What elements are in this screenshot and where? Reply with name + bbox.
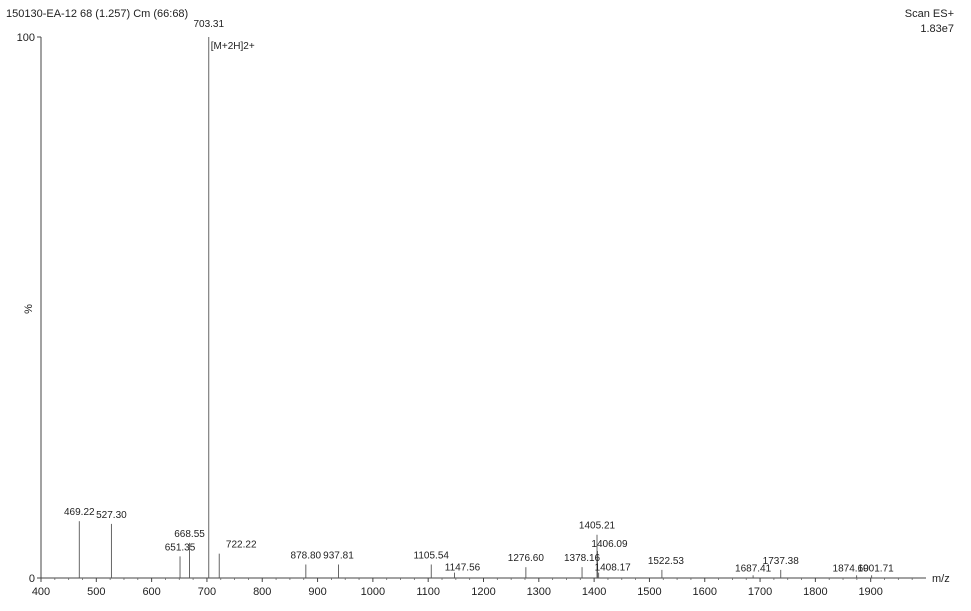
- x-tick-label: 1600: [693, 586, 717, 598]
- x-tick-label: 1200: [471, 586, 495, 598]
- peak-label: 1276.60: [508, 553, 545, 564]
- peak-label: 1901.71: [858, 563, 895, 574]
- x-tick-label: 1100: [416, 586, 440, 598]
- peak-label: 1687.41: [735, 563, 772, 574]
- x-tick-label: 1300: [527, 586, 551, 598]
- x-tick-label: 700: [198, 586, 216, 598]
- x-tick-label: 1400: [582, 586, 606, 598]
- peak-label: 1874.60: [833, 563, 870, 574]
- peak-label: 469.22: [64, 507, 95, 518]
- scan-mode-label: Scan ES+: [905, 8, 954, 20]
- x-tick-label: 1500: [637, 586, 661, 598]
- peak-label: 651.35: [165, 542, 196, 553]
- peak-label: 1522.53: [648, 556, 685, 567]
- peak-label: 1406.09: [591, 539, 628, 550]
- y-tick-label: 100: [17, 32, 35, 44]
- peak-label: 722.22: [226, 540, 257, 551]
- base-peak-annotation: [M+2H]2+: [211, 41, 255, 52]
- y-axis-label: %: [23, 304, 35, 314]
- x-tick-label: 600: [142, 586, 160, 598]
- peak-label: 1405.21: [579, 521, 616, 532]
- peak-label: 668.55: [174, 529, 205, 540]
- x-tick-label: 400: [32, 586, 50, 598]
- x-tick-label: 1000: [361, 586, 385, 598]
- peak-label: 1408.17: [595, 563, 632, 574]
- y-tick-label: 0: [29, 573, 35, 585]
- peak-label: 527.30: [96, 510, 127, 521]
- peak-label: 1147.56: [445, 563, 481, 574]
- x-axis-label: m/z: [932, 573, 950, 585]
- peak-label: 1737.38: [763, 556, 800, 567]
- peak-label: 703.31: [193, 19, 224, 30]
- x-tick-label: 1700: [748, 586, 772, 598]
- peak-label: 1105.54: [414, 550, 450, 561]
- peak-label: 1378.16: [564, 553, 601, 564]
- intensity-scale-label: 1.83e7: [920, 23, 954, 35]
- x-tick-label: 900: [308, 586, 326, 598]
- x-tick-label: 1800: [803, 586, 827, 598]
- x-tick-label: 800: [253, 586, 271, 598]
- x-tick-label: 500: [87, 586, 105, 598]
- peak-label: 937.81: [323, 550, 354, 561]
- x-tick-label: 1900: [858, 586, 882, 598]
- peak-label: 878.80: [291, 550, 322, 561]
- sample-id-title: 150130-EA-12 68 (1.257) Cm (66:68): [6, 8, 188, 20]
